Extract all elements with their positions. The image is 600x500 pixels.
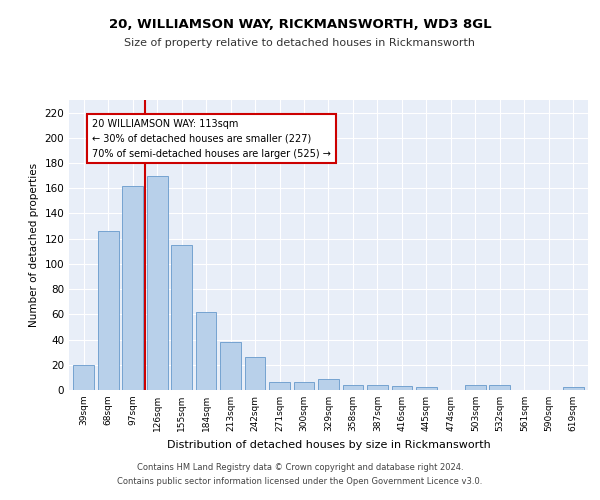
Bar [98,231,119,390]
Bar [318,378,339,390]
Text: Contains HM Land Registry data © Crown copyright and database right 2024.: Contains HM Land Registry data © Crown c… [137,462,463,471]
X-axis label: Distribution of detached houses by size in Rickmansworth: Distribution of detached houses by size … [167,440,490,450]
Bar [563,388,584,390]
Bar [220,342,241,390]
Bar [293,382,314,390]
Bar [73,365,94,390]
Text: Contains public sector information licensed under the Open Government Licence v3: Contains public sector information licen… [118,478,482,486]
Bar [269,382,290,390]
Bar [367,385,388,390]
Bar [490,385,510,390]
Text: Size of property relative to detached houses in Rickmansworth: Size of property relative to detached ho… [125,38,476,48]
Bar [171,245,192,390]
Bar [196,312,217,390]
Bar [416,388,437,390]
Bar [343,385,364,390]
Text: 20 WILLIAMSON WAY: 113sqm
← 30% of detached houses are smaller (227)
70% of semi: 20 WILLIAMSON WAY: 113sqm ← 30% of detac… [92,119,331,158]
Bar [147,176,167,390]
Y-axis label: Number of detached properties: Number of detached properties [29,163,39,327]
Bar [245,357,265,390]
Text: 20, WILLIAMSON WAY, RICKMANSWORTH, WD3 8GL: 20, WILLIAMSON WAY, RICKMANSWORTH, WD3 8… [109,18,491,30]
Bar [465,385,486,390]
Bar [392,386,412,390]
Bar [122,186,143,390]
